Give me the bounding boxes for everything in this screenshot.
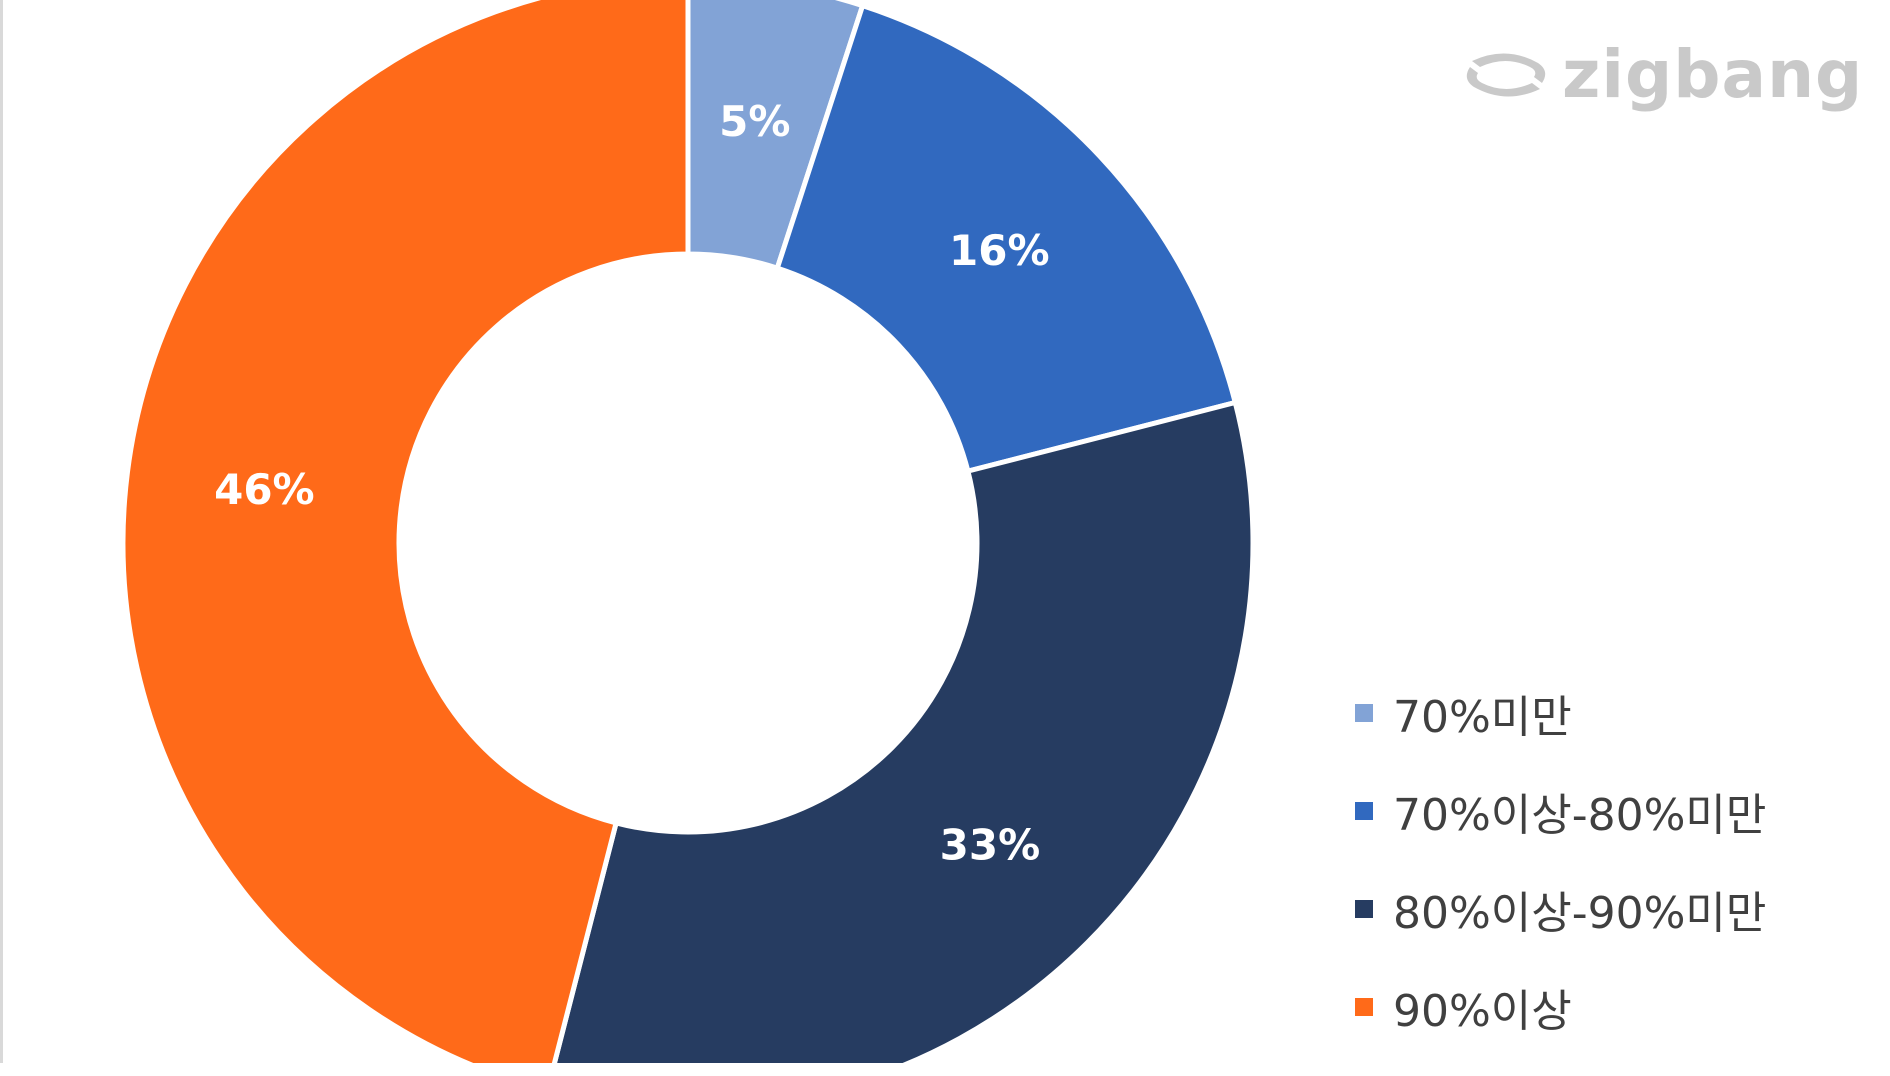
zigbang-logo-text: zigbang	[1562, 36, 1864, 113]
legend-swatch	[1355, 704, 1373, 722]
legend-item: 70%이상-80%미만	[1355, 782, 1767, 841]
legend-item: 90%이상	[1355, 978, 1766, 1037]
donut-slice	[774, 2, 1239, 475]
legend-label: 80%이상-90%미만	[1393, 888, 1767, 939]
slice-value-label: 46%	[214, 465, 315, 514]
donut-chart: 5% 16% 33% 46%	[120, 0, 1256, 1063]
legend-swatch	[1355, 900, 1373, 918]
legend-swatch	[1355, 998, 1373, 1016]
legend-swatch	[1355, 802, 1373, 820]
legend-label: 70%미만	[1393, 692, 1572, 743]
zigbang-watermark: zigbang	[1458, 36, 1863, 113]
donut-slice	[551, 399, 1256, 1063]
slice-value-label: 16%	[949, 226, 1050, 275]
donut-slice-labels: 5% 16% 33% 46%	[214, 97, 1049, 870]
legend-item: 70%미만	[1355, 684, 1766, 743]
legend-label: 90%이상	[1393, 986, 1572, 1037]
legend-label: 70%이상-80%미만	[1393, 790, 1767, 841]
legend: 70%미만 70%이상-80%미만 80%이상-90%미만 90%이상	[1355, 684, 1766, 1076]
slice-value-label: 5%	[719, 97, 790, 146]
donut-slice	[120, 0, 691, 1063]
donut-slices	[120, 0, 1256, 1063]
slice-value-label: 33%	[940, 820, 1041, 869]
legend-item: 80%이상-90%미만	[1355, 880, 1767, 939]
zigbang-logo-icon	[1466, 52, 1546, 97]
